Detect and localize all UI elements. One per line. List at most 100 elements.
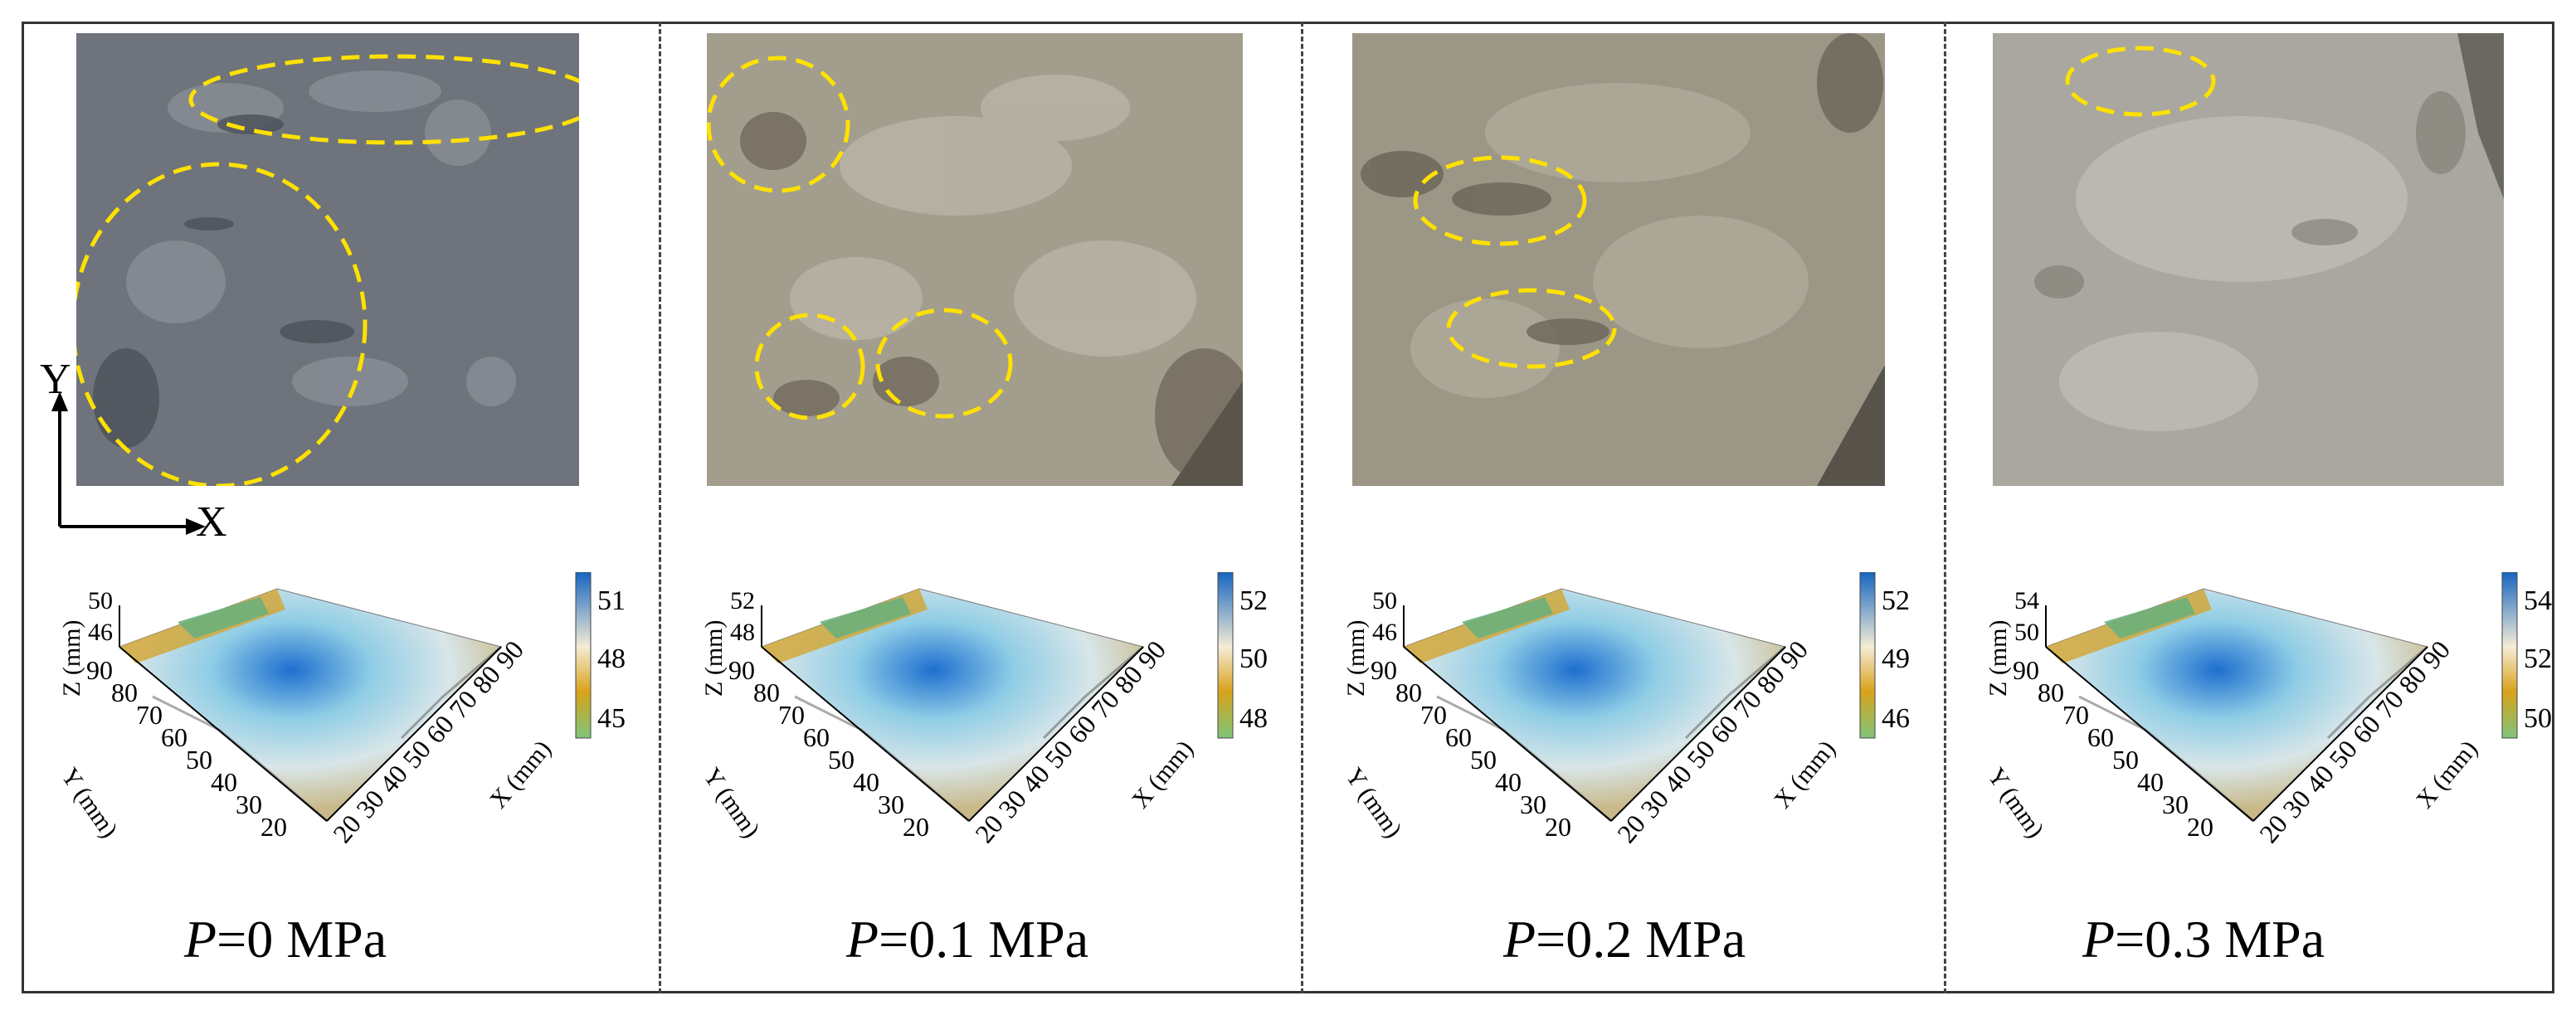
specimen-photo-p03 <box>1993 33 2504 486</box>
y-tick: 40 <box>211 767 237 797</box>
surface-texture <box>790 75 1196 357</box>
y-tick: 20 <box>261 812 287 842</box>
specimen-chipped-corner <box>2457 33 2504 199</box>
pressure-symbol: P <box>2082 910 2116 969</box>
specimen-photo-p0 <box>76 33 579 486</box>
y-axis-line <box>119 646 328 822</box>
pore-clusters <box>93 114 354 448</box>
pressure-value: =0.2 MPa <box>1536 910 1746 969</box>
pore-clusters <box>1361 33 1883 345</box>
y-tick: 80 <box>753 677 780 707</box>
pressure-caption-p01: P=0.1 MPa <box>846 909 1088 970</box>
y-tick: 60 <box>803 722 830 752</box>
y-axis-line <box>761 646 970 822</box>
y-tick: 60 <box>2087 722 2114 752</box>
highlight-ellipse <box>754 313 865 420</box>
surface-low-region <box>2104 597 2195 639</box>
highlight-ellipse <box>76 162 368 486</box>
colorbar-tick: 45 <box>597 703 626 734</box>
x-axis-line <box>968 646 1144 822</box>
pressure-value: =0.1 MPa <box>879 910 1089 969</box>
pressure-caption-p0: P=0 MPa <box>184 909 387 970</box>
z-tick: 46 <box>88 619 113 646</box>
y-tick: 40 <box>853 767 879 797</box>
x-axis-line <box>2252 646 2428 822</box>
colorbar-tick: 54 <box>2524 585 2552 616</box>
y-tick: 80 <box>1395 677 1422 707</box>
colorbar <box>1217 571 1234 739</box>
y-tick: 30 <box>236 789 262 819</box>
y-tick: 50 <box>2112 745 2139 775</box>
panel-divider <box>1944 22 1946 993</box>
y-tick: 70 <box>2062 700 2089 730</box>
y-tick: 30 <box>2162 789 2189 819</box>
z-tick: 46 <box>1372 619 1397 646</box>
y-tick: 40 <box>1495 767 1522 797</box>
z-tick: 50 <box>2014 619 2039 646</box>
panel-divider <box>659 22 661 993</box>
y-tick: 50 <box>1470 745 1497 775</box>
pressure-symbol: P <box>184 910 217 969</box>
colorbar-tick: 51 <box>597 585 626 616</box>
colorbar-tick: 49 <box>1882 643 1910 674</box>
photo-x-axis-label: X <box>196 498 227 546</box>
y-tick: 60 <box>1445 722 1472 752</box>
y-tick: 20 <box>1545 812 1571 842</box>
z-tick: 50 <box>88 587 113 614</box>
y-tick: 40 <box>2137 767 2164 797</box>
y-tick: 50 <box>828 745 855 775</box>
colorbar-tick: 50 <box>1239 643 1268 674</box>
surface-low-region <box>820 597 911 639</box>
z-tick: 52 <box>730 587 755 614</box>
colorbar-tick: 50 <box>2524 703 2552 734</box>
specimen-chipped-corner <box>1171 381 1243 486</box>
highlight-ellipse <box>875 308 1013 419</box>
y-axis-line <box>1403 646 1612 822</box>
surface-plot-p02 <box>1337 571 1918 891</box>
highlight-ellipse <box>1446 288 1617 369</box>
pressure-value: =0 MPa <box>217 910 387 969</box>
y-tick: 80 <box>111 677 138 707</box>
x-axis-line <box>326 646 502 822</box>
pressure-caption-p02: P=0.2 MPa <box>1503 909 1746 970</box>
photo-y-axis-label: Y <box>40 356 71 403</box>
surface-low-region <box>178 597 269 639</box>
panel-divider <box>1301 22 1303 993</box>
y-tick: 90 <box>2013 655 2039 685</box>
pressure-value: =0.3 MPa <box>2115 910 2325 969</box>
figure-frame <box>22 22 2554 993</box>
z-axis-label: Z (mm) <box>1342 619 1370 697</box>
z-axis-label: Z (mm) <box>700 619 728 697</box>
colorbar-tick: 46 <box>1882 703 1910 734</box>
z-tick: 54 <box>2014 587 2039 614</box>
surface-texture <box>1410 83 1809 398</box>
y-tick: 90 <box>86 655 113 685</box>
specimen-chipped-corner <box>1817 365 1885 486</box>
surface-texture <box>126 70 516 406</box>
y-tick: 80 <box>2038 677 2064 707</box>
y-tick: 70 <box>136 700 163 730</box>
surface-plot-p01 <box>695 571 1276 891</box>
colorbar-tick: 52 <box>2524 643 2552 674</box>
specimen-photo-p01 <box>707 33 1243 486</box>
y-tick: 50 <box>186 745 212 775</box>
pressure-symbol: P <box>846 910 879 969</box>
colorbar-tick: 48 <box>597 643 626 674</box>
surface-low-region <box>1462 597 1553 639</box>
y-tick: 60 <box>161 722 187 752</box>
y-axis-line <box>2045 646 2254 822</box>
y-tick: 70 <box>778 700 805 730</box>
colorbar <box>1859 571 1876 739</box>
highlight-ellipse <box>1413 155 1587 246</box>
y-tick: 70 <box>1420 700 1447 730</box>
colorbar-tick: 52 <box>1239 585 1268 616</box>
y-tick: 30 <box>878 789 904 819</box>
pressure-caption-p03: P=0.3 MPa <box>2082 909 2325 970</box>
x-axis-line <box>1610 646 1786 822</box>
highlight-ellipse <box>188 54 579 145</box>
specimen-photo-p02 <box>1352 33 1885 486</box>
z-axis-label: Z (mm) <box>1984 619 2012 697</box>
colorbar-tick: 52 <box>1882 585 1910 616</box>
y-tick: 90 <box>728 655 755 685</box>
z-axis-label: Z (mm) <box>58 619 85 697</box>
